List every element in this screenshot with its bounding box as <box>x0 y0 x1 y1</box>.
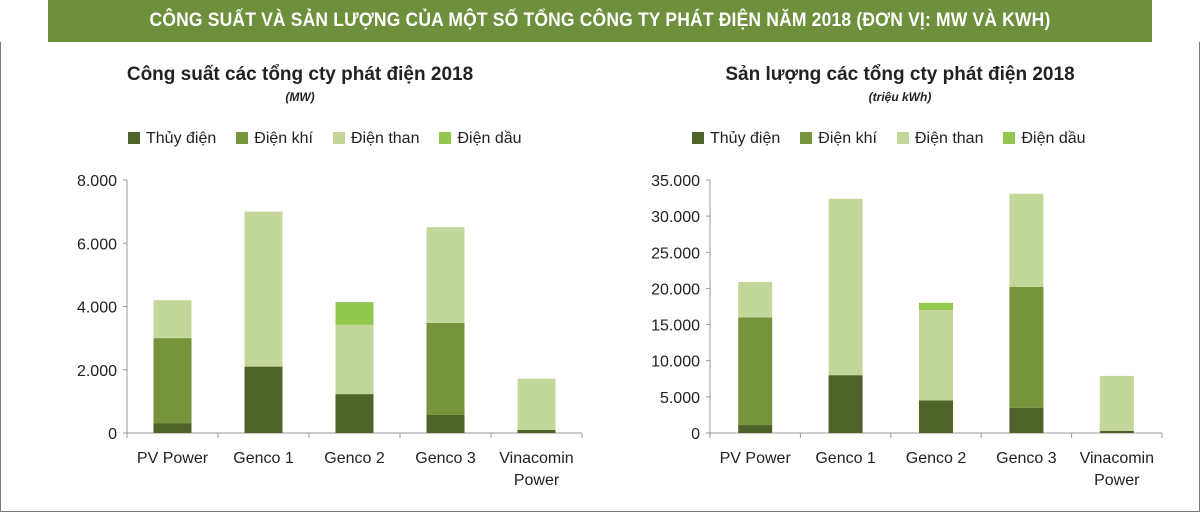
bar-segment <box>1009 286 1044 408</box>
chart-subtitle: (triệu kWh) <box>868 90 932 104</box>
legend-item: Điện than <box>896 130 984 148</box>
y-tick-label: 0 <box>108 426 117 443</box>
legend-item: Điện dầu <box>439 130 522 148</box>
bar-segment <box>738 425 773 433</box>
header-title: CÔNG SUẤT VÀ SẢN LƯỢNG CỦA MỘT SỐ TỔNG C… <box>149 10 1051 31</box>
x-tick-label: Genco 1 <box>233 450 294 467</box>
legend-swatch <box>1003 132 1016 144</box>
legend-swatch <box>236 132 249 144</box>
page-header: CÔNG SUẤT VÀ SẢN LƯỢNG CỦA MỘT SỐ TỔNG C… <box>48 0 1152 42</box>
x-tick-label: Genco 1 <box>815 450 876 467</box>
legend-label: Điện khí <box>818 130 877 147</box>
y-tick-label: 15.000 <box>651 318 700 335</box>
legend-swatch <box>128 132 140 144</box>
bar-segment <box>426 414 465 433</box>
legend-label: Điện than <box>350 130 420 147</box>
bar-segment <box>244 211 283 367</box>
legend-swatch <box>692 132 704 144</box>
legend-label: Điện dầu <box>1021 130 1086 147</box>
bar-segment <box>919 310 953 401</box>
bar-segment <box>517 429 556 433</box>
chart-subtitle: (MW) <box>285 90 315 104</box>
legend-item: Điện than <box>332 130 420 148</box>
legend-label: Điện than <box>914 130 984 147</box>
x-tick-label: PV Power <box>720 450 792 467</box>
legend-item: Thủy điện <box>128 130 216 148</box>
x-tick-label: Vinacomin Power <box>1080 450 1154 489</box>
y-tick-label: 6.000 <box>77 236 117 253</box>
chart-title: Sản lượng các tổng cty phát điện 2018 <box>725 64 1075 85</box>
y-tick-label: 2.000 <box>77 363 117 380</box>
bar-segment <box>1099 375 1134 431</box>
legend-label: Thủy điện <box>146 130 217 147</box>
legend: Thủy điện Điện khí Điện than Điện dầu <box>128 130 522 148</box>
y-tick-label: 5.000 <box>660 390 700 407</box>
bar-segment <box>153 338 192 424</box>
bar-segment <box>426 227 465 323</box>
y-tick-label: 10.000 <box>651 354 700 371</box>
bar-segment <box>828 198 863 376</box>
legend: Thủy điện Điện khí Điện than Điện dầu <box>692 130 1086 148</box>
legend-swatch <box>439 132 452 144</box>
output-chart: Sản lượng các tổng cty phát điện 2018 (t… <box>600 42 1200 512</box>
y-tick-label: 35.000 <box>651 173 700 190</box>
bar-segment <box>335 324 374 395</box>
y-tick-label: 25.000 <box>651 245 700 262</box>
plot-area: 0 5.000 10.000 15.000 20.000 25.000 30.000 35.0… <box>651 173 1163 489</box>
x-tick-label: Genco 2 <box>324 450 385 467</box>
y-tick-label: 4.000 <box>77 300 117 317</box>
x-tick-label: Vinacomin Power <box>499 450 573 489</box>
bar-segment <box>335 302 374 325</box>
bar-segment <box>1009 407 1044 433</box>
bar-segment <box>517 378 556 430</box>
legend-item: Điện dầu <box>1003 130 1086 148</box>
bar-segment <box>1009 193 1044 287</box>
y-tick-label: 0 <box>691 426 700 443</box>
y-tick-label: 30.000 <box>651 209 700 226</box>
capacity-chart: Công suất các tổng cty phát điện 2018 (M… <box>0 42 600 512</box>
legend-item: Điện khí <box>236 130 313 148</box>
legend-label: Điện dầu <box>457 130 522 147</box>
bar-segment <box>919 400 953 433</box>
x-tick-label: Genco 2 <box>906 450 967 467</box>
y-tick-label: 20.000 <box>651 281 700 298</box>
bar-segment <box>335 394 374 433</box>
legend-item: Thủy điện <box>692 130 780 148</box>
legend-swatch <box>332 132 345 144</box>
bar-segment <box>1099 430 1134 433</box>
bar-segment <box>426 322 465 415</box>
legend-item: Điện khí <box>800 130 877 148</box>
x-tick-label: PV Power <box>137 450 209 467</box>
bar-segment <box>153 300 192 339</box>
bar-segment <box>738 281 773 318</box>
x-tick-label: Genco 3 <box>415 450 476 467</box>
x-tick-label: Genco 3 <box>996 450 1057 467</box>
legend-swatch <box>800 132 813 144</box>
legend-label: Thủy điện <box>710 130 781 147</box>
legend-label: Điện khí <box>254 130 313 147</box>
legend-swatch <box>896 132 909 144</box>
bar-segment <box>153 423 192 433</box>
bar-segment <box>244 366 283 433</box>
plot-area: 0 2.000 4.000 6.000 8.000 PV Power Genco 1 Genc… <box>77 173 583 489</box>
chart-title: Công suất các tổng cty phát điện 2018 <box>126 64 474 85</box>
bar-segment <box>738 317 773 426</box>
y-tick-label: 8.000 <box>77 173 117 190</box>
bar-segment <box>919 302 953 311</box>
bar-segment <box>828 375 863 433</box>
